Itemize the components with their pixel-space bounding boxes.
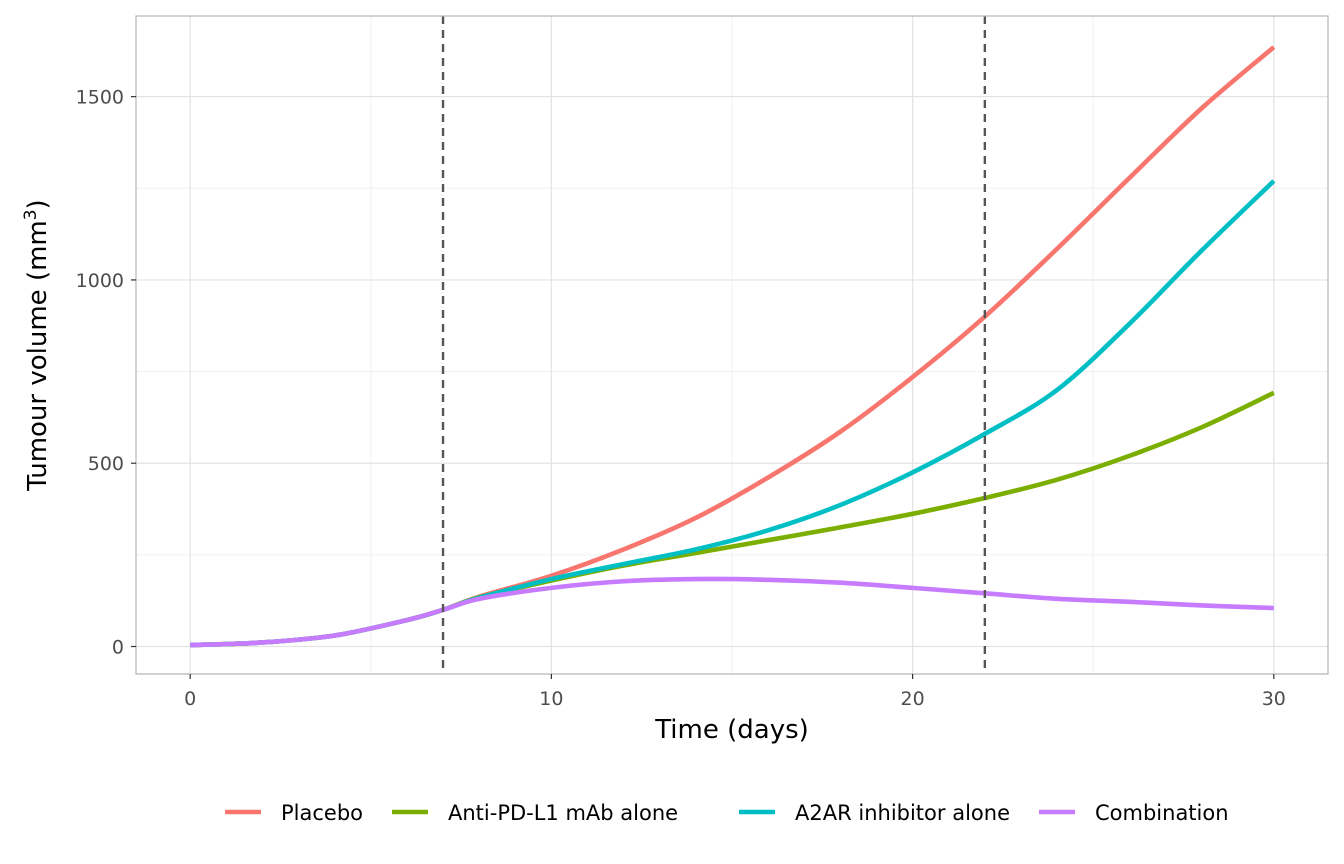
legend-label-a2ar-inhibitor-alone: A2AR inhibitor alone xyxy=(795,801,1010,825)
grid-minor xyxy=(136,16,1328,674)
y-tick-label: 0 xyxy=(112,637,124,659)
x-tick-label: 30 xyxy=(1262,688,1286,710)
legend-label-placebo: Placebo xyxy=(281,801,363,825)
y-axis-title-main: Tumour volume (mm xyxy=(23,220,53,491)
x-tick-label: 20 xyxy=(901,688,925,710)
y-axis: 0 500 1000 1500 xyxy=(76,87,136,659)
x-axis-title: Time (days) xyxy=(654,715,809,745)
y-axis-title: Tumour volume (mm3) xyxy=(21,199,53,491)
reference-lines xyxy=(441,16,987,674)
y-tick-label: 1000 xyxy=(76,270,124,292)
y-tick-label: 1500 xyxy=(76,87,124,109)
plot-border xyxy=(135,15,1329,675)
x-axis: 0 10 20 30 xyxy=(184,674,1286,710)
y-tick-label: 500 xyxy=(88,453,124,475)
legend-label-anti-pd-l1-mab-alone: Anti-PD-L1 mAb alone xyxy=(448,801,678,825)
legend: Placebo Anti-PD-L1 mAb alone A2AR inhibito… xyxy=(225,801,1229,825)
y-axis-title-superscript: 3 xyxy=(21,209,41,220)
series-line-combination xyxy=(190,576,1274,648)
series-lines xyxy=(190,45,1276,648)
x-tick-label: 0 xyxy=(184,688,196,710)
x-tick-label: 10 xyxy=(539,688,563,710)
legend-label-combination: Combination xyxy=(1095,801,1229,825)
grid-major xyxy=(136,16,1328,674)
y-axis-title-suffix: ) xyxy=(23,199,53,209)
